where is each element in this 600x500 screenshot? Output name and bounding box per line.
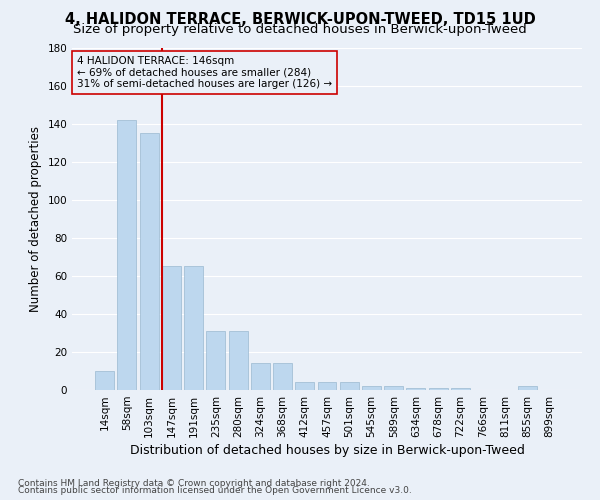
Bar bbox=[317, 382, 337, 390]
Bar bbox=[384, 386, 403, 390]
Bar bbox=[229, 331, 248, 390]
Bar bbox=[206, 331, 225, 390]
Y-axis label: Number of detached properties: Number of detached properties bbox=[29, 126, 42, 312]
Bar bbox=[251, 364, 270, 390]
Text: 4, HALIDON TERRACE, BERWICK-UPON-TWEED, TD15 1UD: 4, HALIDON TERRACE, BERWICK-UPON-TWEED, … bbox=[65, 12, 535, 28]
Bar bbox=[340, 382, 359, 390]
Bar bbox=[273, 364, 292, 390]
Bar bbox=[295, 382, 314, 390]
Text: 4 HALIDON TERRACE: 146sqm
← 69% of detached houses are smaller (284)
31% of semi: 4 HALIDON TERRACE: 146sqm ← 69% of detac… bbox=[77, 56, 332, 90]
Bar bbox=[518, 386, 536, 390]
Bar bbox=[362, 386, 381, 390]
Bar bbox=[140, 133, 158, 390]
Bar bbox=[451, 388, 470, 390]
Text: Size of property relative to detached houses in Berwick-upon-Tweed: Size of property relative to detached ho… bbox=[73, 22, 527, 36]
Bar bbox=[184, 266, 203, 390]
Text: Contains HM Land Registry data © Crown copyright and database right 2024.: Contains HM Land Registry data © Crown c… bbox=[18, 478, 370, 488]
Bar bbox=[406, 388, 425, 390]
Bar bbox=[95, 371, 114, 390]
Bar bbox=[162, 266, 181, 390]
Bar bbox=[429, 388, 448, 390]
Text: Contains public sector information licensed under the Open Government Licence v3: Contains public sector information licen… bbox=[18, 486, 412, 495]
Bar bbox=[118, 120, 136, 390]
X-axis label: Distribution of detached houses by size in Berwick-upon-Tweed: Distribution of detached houses by size … bbox=[130, 444, 524, 457]
